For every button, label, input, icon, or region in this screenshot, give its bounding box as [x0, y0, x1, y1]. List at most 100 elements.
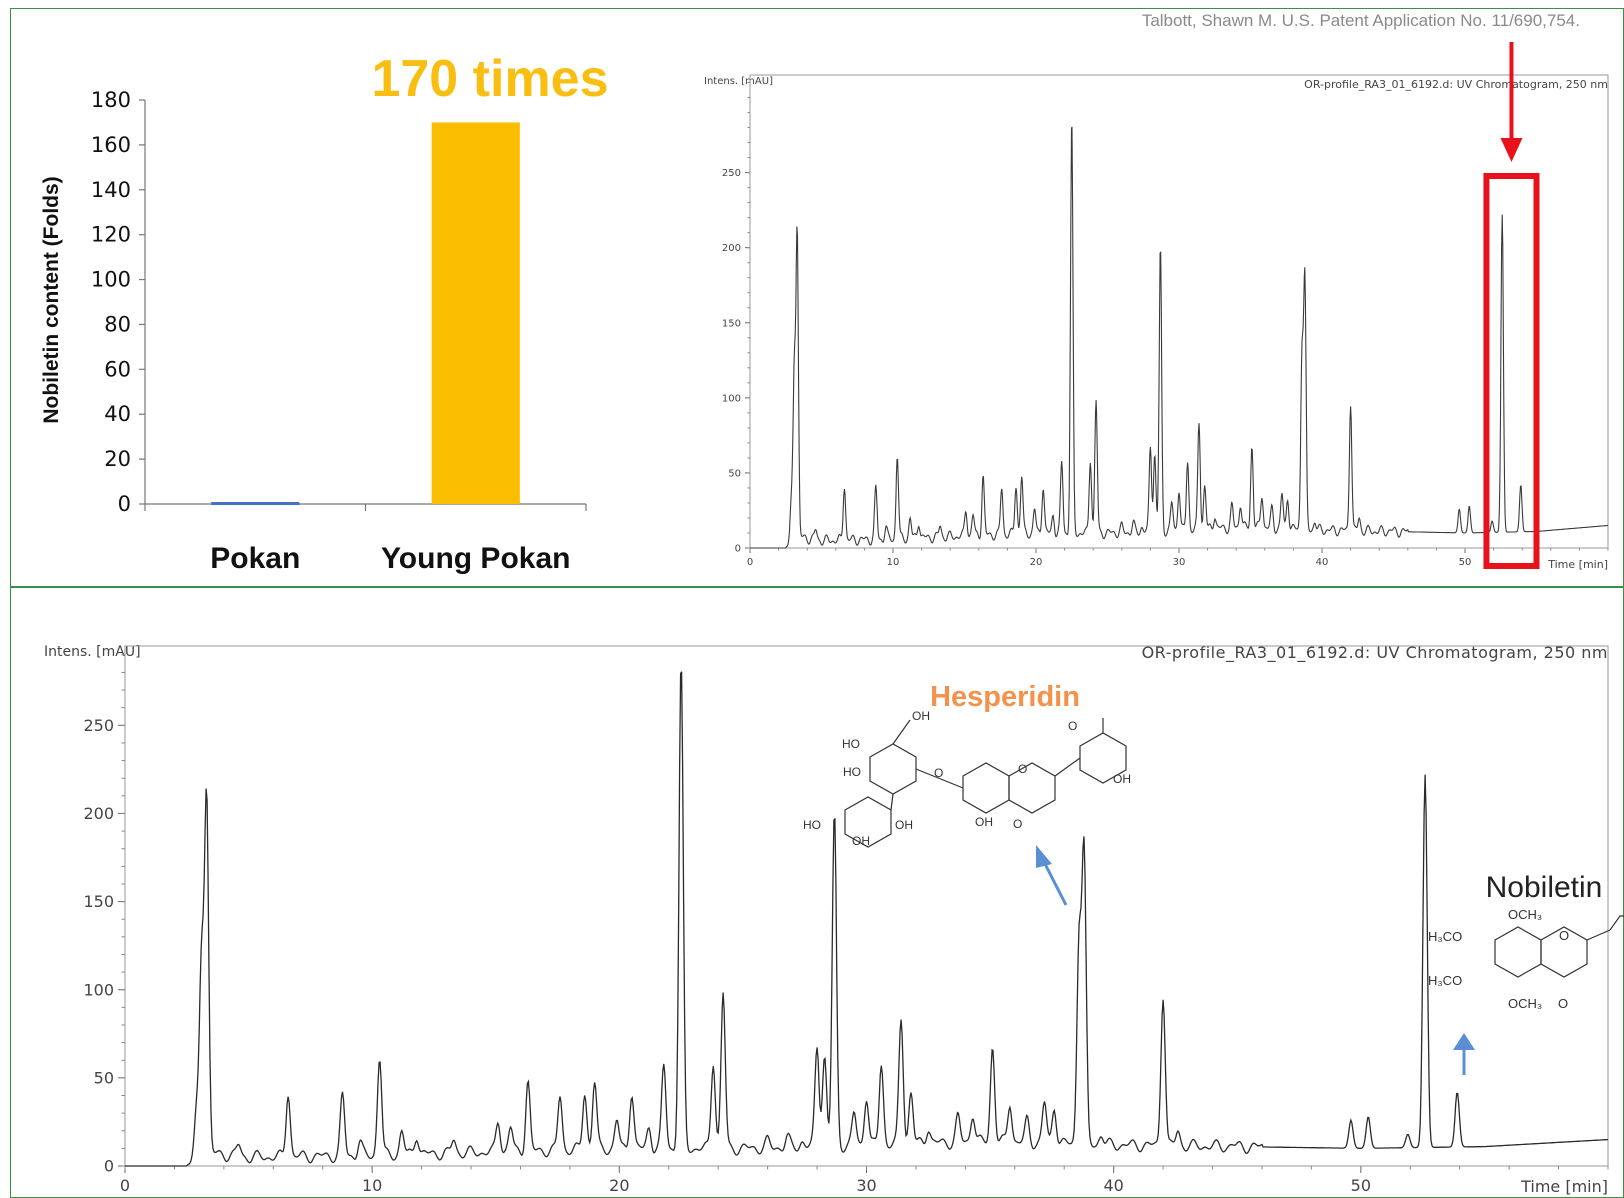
- bottom-chromatogram: OR-profile_RA3_01_6192.d: UV Chromatogra…: [44, 643, 1624, 1196]
- bar-1: [431, 122, 520, 504]
- bar-category-label-1: Young Pokan: [381, 542, 570, 575]
- bar-axes: 0 20 40 60 80 100 120 140 160 180: [91, 88, 587, 516]
- bottom-chrom-ylabel: Intens. [mAU]: [44, 644, 141, 660]
- hesp-group-3: HO: [843, 765, 861, 779]
- chrom-x-tick-label: 0: [120, 1176, 130, 1195]
- nobiletin-arrow: [1453, 1033, 1475, 1075]
- nobiletin-bond-1: [1586, 929, 1611, 941]
- chrom-plot-frame: [124, 645, 1609, 1167]
- nob-group-2: H₃CO: [1428, 929, 1462, 944]
- chrom-y-tick-label: 150: [722, 318, 741, 329]
- hesperidin-arrow-shaft: [1041, 859, 1068, 906]
- chrom-x-tick-label: 10: [887, 557, 900, 568]
- top-chrom-xlabel: Time [min]: [1547, 558, 1608, 571]
- chrom-x-tick-label: 30: [856, 1176, 876, 1195]
- hesp-group-1: OH: [912, 709, 930, 723]
- chrom-plot-frame: [749, 74, 1609, 549]
- chrom-y-tick-label: 100: [83, 980, 114, 999]
- bar-chart: 170 times Nobiletin content (Folds) 0 20 4…: [40, 50, 609, 575]
- nob-group-3: H₃CO: [1428, 973, 1462, 988]
- chrom-x-tick-label: 50: [1459, 557, 1472, 568]
- hesperidin-c-ring: [1008, 762, 1056, 814]
- bar-y-tick-label: 180: [91, 88, 131, 112]
- chrom-y-tick-label: 250: [722, 168, 741, 179]
- hesp-group-4: HO: [803, 818, 821, 832]
- chrom-x-tick-label: 0: [747, 557, 753, 568]
- bottom-chrom-trace: [125, 671, 1608, 1167]
- chrom-y-tick-label: 250: [83, 716, 114, 735]
- nobiletin-highlight-box: [1483, 173, 1540, 569]
- nobiletin-label: Nobiletin: [1486, 871, 1603, 904]
- chrom-y-tick-label: 200: [722, 243, 741, 254]
- chrom-x-tick-label: 20: [1030, 557, 1043, 568]
- top-chrom-trace: [750, 126, 1608, 549]
- bar-y-tick-label: 0: [118, 492, 131, 516]
- hesperidin-structure: OH HO HO HO OH OH OH O O O O OH: [803, 709, 1131, 848]
- hesperidin-bond-1: [915, 768, 964, 789]
- nobiletin-arrow-head: [1453, 1033, 1475, 1050]
- bar-y-tick-label: 140: [91, 178, 131, 202]
- top-chrom-axes: 0 10 20 30 40 50 0 50 100 150 200 250: [722, 74, 1609, 568]
- chrom-y-tick-label: 200: [83, 804, 114, 823]
- bottom-chrom-xlabel: Time [min]: [1520, 1177, 1608, 1196]
- nob-group-6: O: [1558, 996, 1568, 1011]
- hesperidin-sugar-ring-2: [844, 796, 892, 848]
- hesperidin-bond-3: [1054, 757, 1081, 777]
- bar-x-tick-labels: Pokan Young Pokan: [210, 542, 570, 575]
- hesperidin-bond-4: [892, 719, 911, 745]
- hesp-group-2: HO: [842, 737, 860, 751]
- hesperidin-arrow: [1036, 845, 1068, 906]
- highlight-arrow-head: [1500, 138, 1523, 162]
- bar-marks: [211, 122, 520, 505]
- top-chromatogram: OR-profile_RA3_01_6192.d: UV Chromatogra…: [704, 42, 1609, 571]
- hesp-group-6: OH: [852, 834, 870, 848]
- chrom-x-tick-label: 10: [362, 1176, 382, 1195]
- bar-y-tick-label: 160: [91, 133, 131, 157]
- bottom-chrom-title: OR-profile_RA3_01_6192.d: UV Chromatogra…: [1142, 643, 1608, 663]
- hesp-group-12: OH: [1113, 772, 1131, 786]
- hesperidin-label: Hesperidin: [930, 681, 1080, 713]
- highlight-arrow: [1500, 42, 1523, 162]
- bar-y-tick-label: 120: [91, 223, 131, 247]
- citation-text: Talbott, Shawn M. U.S. Patent Applicatio…: [1142, 11, 1580, 30]
- hesp-group-11: O: [1068, 719, 1077, 733]
- hesp-group-8: O: [1013, 817, 1022, 831]
- bar-y-axis-label: Nobiletin content (Folds): [40, 176, 63, 423]
- top-chrom-title: OR-profile_RA3_01_6192.d: UV Chromatogra…: [1304, 78, 1608, 91]
- bar-y-tick-label: 80: [104, 312, 131, 336]
- chrom-y-tick-label: 50: [728, 468, 741, 479]
- nobiletin-a-ring: [1494, 926, 1542, 978]
- bar-annotation: 170 times: [371, 50, 608, 108]
- bar-y-tick-label: 20: [104, 447, 131, 471]
- hesp-group-5: OH: [895, 818, 913, 832]
- chrom-x-tick-label: 40: [1316, 557, 1329, 568]
- chrom-y-tick-label: 0: [104, 1157, 114, 1176]
- chrom-x-tick-label: 50: [1351, 1176, 1371, 1195]
- bar-y-tick-label: 60: [104, 357, 131, 381]
- chrom-x-tick-label: 30: [1173, 557, 1186, 568]
- nobiletin-structure: OCH₃ H₃CO H₃CO OCH₃ O O: [1428, 907, 1624, 1011]
- nobiletin-c-ring: [1540, 926, 1588, 978]
- hesperidin-sugar-ring-1: [869, 743, 917, 795]
- chrom-y-tick-label: 150: [83, 892, 114, 911]
- nob-group-4: OCH₃: [1508, 996, 1542, 1011]
- hesperidin-bond-2: [890, 793, 894, 811]
- bar-0: [211, 502, 300, 505]
- bottom-chrom-axes: 0 10 20 30 40 50 0 50 100 150 200 250: [83, 645, 1609, 1195]
- hesp-group-9: O: [1018, 762, 1027, 776]
- hesperidin-arrow-head: [1036, 845, 1052, 868]
- hesp-group-7: OH: [975, 815, 993, 829]
- chrom-x-tick-label: 20: [609, 1176, 629, 1195]
- bar-y-tick-label: 40: [104, 402, 131, 426]
- hesp-group-10: O: [934, 766, 943, 780]
- bar-category-label-0: Pokan: [210, 542, 300, 575]
- top-chrom-ylabel: Intens. [mAU]: [704, 76, 773, 87]
- nob-group-1: OCH₃: [1508, 907, 1542, 922]
- chrom-y-tick-label: 50: [94, 1068, 114, 1087]
- chrom-y-tick-label: 0: [735, 544, 741, 555]
- hesperidin-a-ring: [962, 762, 1010, 814]
- nobiletin-b-ring-edge: [1609, 915, 1624, 931]
- chrom-y-tick-label: 100: [722, 393, 741, 404]
- bar-y-tick-label: 100: [91, 268, 131, 292]
